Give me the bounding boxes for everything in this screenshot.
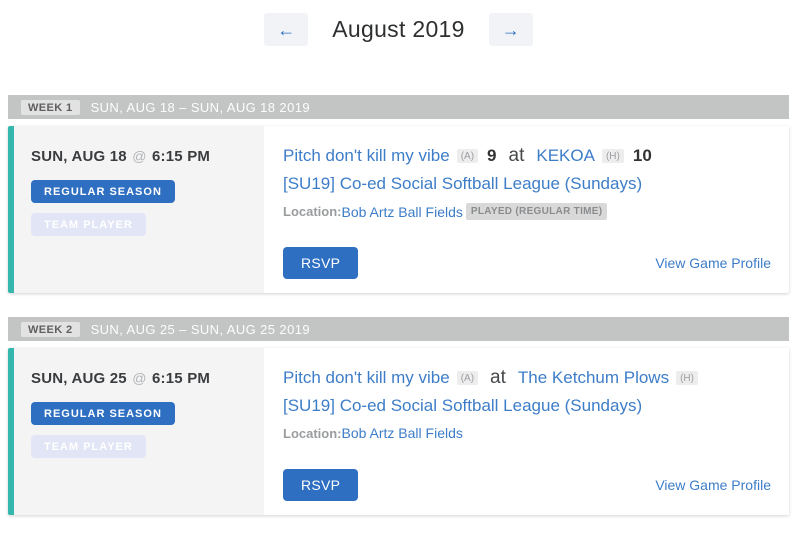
home-tag: (H) [676, 371, 698, 385]
location-label: Location: [283, 425, 342, 441]
game-card-left-panel: SUN, AUG 25 @ 6:15 PM REGULAR SEASON TEA… [14, 348, 264, 515]
game-card: SUN, AUG 25 @ 6:15 PM REGULAR SEASON TEA… [8, 348, 789, 515]
view-game-profile-link[interactable]: View Game Profile [655, 255, 771, 271]
league-line: [SU19] Co-ed Social Softball League (Sun… [283, 396, 771, 416]
away-score: 9 [487, 146, 497, 165]
accent-bar [8, 126, 14, 293]
vs-word: at [490, 367, 506, 388]
matchup-line: Pitch don't kill my vibe (A) at The Ketc… [283, 367, 771, 389]
away-tag: (A) [456, 149, 479, 163]
season-badge: REGULAR SEASON [31, 402, 175, 425]
week-header: WEEK 1 SUN, AUG 18 – SUN, AUG 18 2019 [8, 95, 789, 119]
week-number-badge: WEEK 1 [21, 99, 80, 115]
away-team-link[interactable]: Pitch don't kill my vibe [283, 368, 450, 387]
prev-month-button[interactable]: ← [264, 13, 309, 46]
game-datetime: SUN, AUG 25 @ 6:15 PM [31, 370, 248, 387]
rsvp-button[interactable]: RSVP [283, 469, 359, 501]
game-date: SUN, AUG 18 [31, 148, 127, 165]
card-footer: RSVP View Game Profile [283, 233, 771, 279]
home-score: 10 [632, 146, 652, 165]
week-date-range: SUN, AUG 25 – SUN, AUG 25 2019 [90, 321, 310, 337]
view-game-profile-link[interactable]: View Game Profile [655, 477, 771, 493]
game-date: SUN, AUG 25 [31, 370, 127, 387]
game-datetime: SUN, AUG 18 @ 6:15 PM [31, 148, 248, 165]
home-tag: (H) [601, 149, 624, 163]
week-header: WEEK 2 SUN, AUG 25 – SUN, AUG 25 2019 [8, 317, 789, 341]
league-link[interactable]: [SU19] Co-ed Social Softball League (Sun… [283, 396, 643, 415]
game-card-right-panel: Pitch don't kill my vibe (A) at The Ketc… [264, 348, 789, 515]
game-card-left-panel: SUN, AUG 18 @ 6:15 PM REGULAR SEASON TEA… [14, 126, 264, 293]
game-card-right-panel: Pitch don't kill my vibe (A) 9 at KEKOA … [264, 126, 789, 293]
vs-word: at [508, 145, 525, 166]
role-badge: TEAM PLAYER [31, 435, 146, 458]
month-nav: ← August 2019 → [0, 0, 797, 46]
next-month-button[interactable]: → [488, 13, 533, 46]
status-badge: PLAYED (REGULAR TIME) [465, 203, 608, 220]
home-team-link[interactable]: The Ketchum Plows [517, 368, 670, 387]
location-link[interactable]: Bob Artz Ball Fields [341, 425, 463, 441]
matchup-line: Pitch don't kill my vibe (A) 9 at KEKOA … [283, 145, 771, 167]
league-link[interactable]: [SU19] Co-ed Social Softball League (Sun… [283, 174, 643, 193]
at-symbol: @ [132, 148, 147, 164]
game-time: 6:15 PM [152, 370, 211, 387]
game-time: 6:15 PM [152, 148, 211, 165]
accent-bar [8, 348, 14, 515]
month-title: August 2019 [332, 16, 465, 42]
week-date-range: SUN, AUG 18 – SUN, AUG 18 2019 [90, 99, 310, 115]
location-line: Location: Bob Artz Ball Fields [283, 425, 771, 441]
rsvp-button[interactable]: RSVP [283, 247, 359, 279]
game-card: SUN, AUG 18 @ 6:15 PM REGULAR SEASON TEA… [8, 126, 789, 293]
away-team-link[interactable]: Pitch don't kill my vibe [283, 146, 450, 165]
away-tag: (A) [456, 371, 479, 385]
week-number-badge: WEEK 2 [21, 321, 80, 337]
left-arrow-icon: ← [277, 19, 296, 40]
location-line: Location: Bob Artz Ball Fields PLAYED (R… [283, 203, 771, 220]
home-team-link[interactable]: KEKOA [536, 146, 595, 165]
league-line: [SU19] Co-ed Social Softball League (Sun… [283, 174, 771, 194]
card-footer: RSVP View Game Profile [283, 455, 771, 501]
season-badge: REGULAR SEASON [31, 180, 175, 203]
role-badge: TEAM PLAYER [31, 213, 146, 236]
right-arrow-icon: → [501, 19, 520, 40]
at-symbol: @ [132, 370, 147, 386]
location-link[interactable]: Bob Artz Ball Fields [341, 203, 463, 220]
location-label: Location: [283, 204, 342, 219]
